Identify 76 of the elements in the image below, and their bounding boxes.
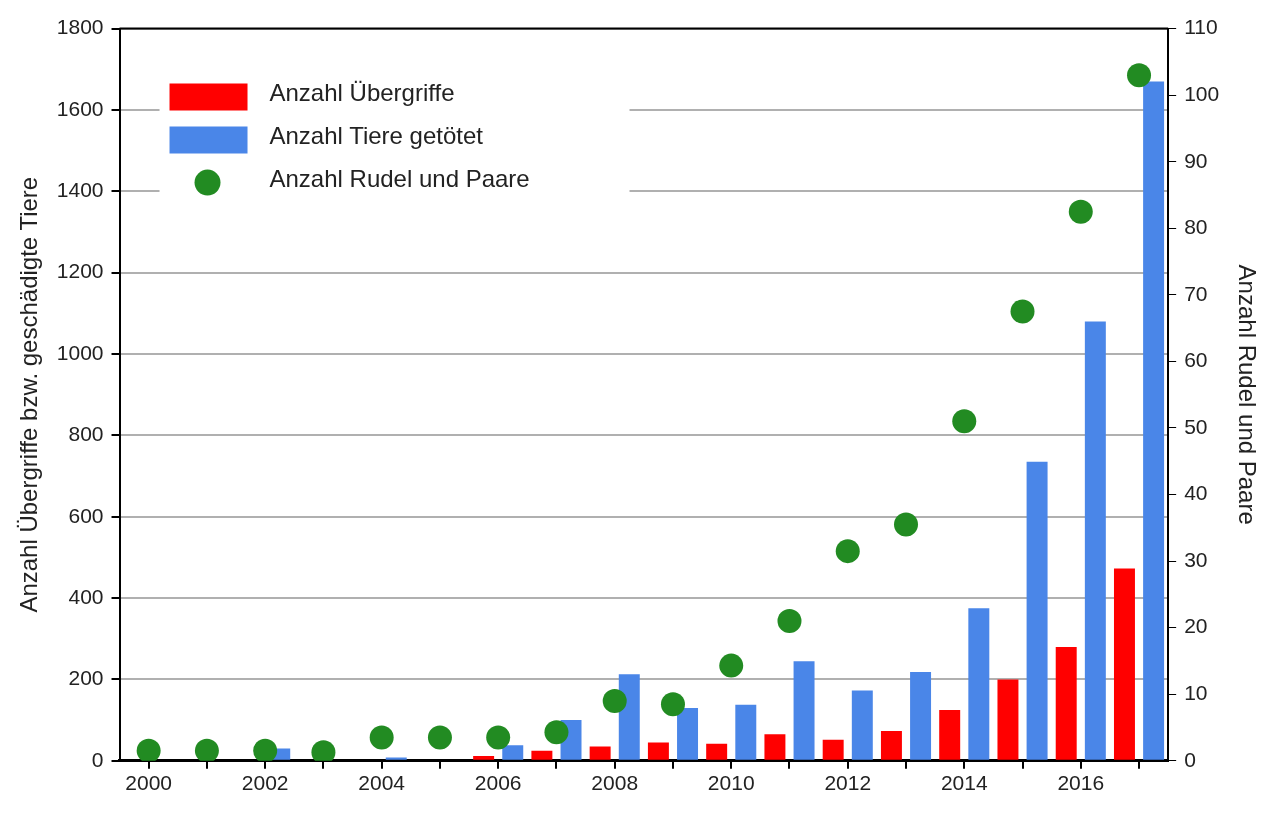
y-tick-label: 400 [68, 584, 104, 608]
point [777, 609, 802, 634]
bar [473, 755, 495, 760]
y2-tick-label: 30 [1184, 547, 1208, 571]
y-tick-label: 1600 [56, 96, 104, 120]
x-tick-label: 2016 [1057, 771, 1105, 795]
y2-tick-label: 50 [1184, 414, 1208, 438]
y-tick-label: 800 [68, 422, 104, 446]
legend-label: Anzahl Tiere getötet [269, 122, 484, 150]
bar [531, 750, 553, 760]
point [952, 409, 977, 434]
y2-tick-label: 60 [1184, 348, 1208, 372]
point [894, 512, 918, 537]
x-tick-label: 2014 [940, 771, 988, 795]
bar [997, 679, 1019, 760]
y2-tick-label: 80 [1184, 215, 1208, 239]
bar [764, 734, 786, 760]
x-tick-label: 2006 [474, 771, 522, 795]
y2-axis-title: Anzahl Rudel und Paare [1233, 264, 1261, 525]
x-tick-label: 2012 [824, 771, 872, 795]
x-tick-label: 2000 [125, 771, 173, 795]
point [835, 539, 860, 564]
x-tick-label: 2010 [707, 771, 755, 795]
bar [589, 746, 611, 760]
bar [880, 731, 902, 760]
bar [677, 707, 699, 760]
point [369, 725, 394, 750]
bar [793, 661, 815, 760]
x-tick-label: 2002 [241, 771, 289, 795]
bar [910, 672, 932, 760]
y2-tick-label: 100 [1184, 81, 1220, 105]
bar [647, 742, 669, 760]
legend-label: Anzahl Rudel und Paare [269, 165, 530, 193]
y2-tick-label: 90 [1184, 148, 1208, 172]
y-tick-label: 200 [68, 666, 104, 690]
point [602, 688, 627, 713]
point [544, 720, 569, 745]
point [660, 692, 685, 717]
y-tick-label: 1400 [56, 178, 104, 202]
y-tick-label: 1200 [56, 259, 104, 283]
point [253, 738, 278, 761]
bar [939, 709, 961, 760]
bar [968, 608, 990, 760]
y-axis-title: Anzahl Übergriffe bzw. geschädigte Tiere [15, 176, 43, 613]
point [486, 725, 511, 750]
point [1010, 299, 1035, 324]
y2-tick-label: 70 [1184, 281, 1208, 305]
y2-tick-label: 110 [1184, 15, 1218, 39]
bar [735, 704, 757, 760]
point [1127, 63, 1152, 88]
bar [1143, 81, 1165, 760]
y2-tick-label: 10 [1184, 681, 1208, 705]
point [136, 738, 161, 761]
y2-tick-label: 20 [1184, 614, 1208, 638]
point [427, 725, 452, 750]
bar [851, 690, 873, 760]
bar [706, 743, 728, 760]
bar [502, 745, 524, 760]
y-tick-label: 0 [91, 747, 104, 771]
bar [1055, 646, 1077, 760]
y-tick-label: 1800 [56, 15, 104, 39]
bar [1113, 568, 1135, 760]
legend-label: Anzahl Übergriffe [269, 79, 455, 107]
point [719, 653, 744, 678]
bar [1026, 461, 1048, 760]
bar [618, 674, 640, 760]
x-tick-label: 2004 [358, 771, 406, 795]
x-tick-label: 2008 [591, 771, 639, 795]
y-tick-label: 1000 [56, 340, 104, 364]
bar [1084, 321, 1106, 760]
y2-tick-label: 0 [1184, 747, 1196, 771]
point [194, 738, 219, 761]
y-tick-label: 600 [68, 503, 104, 527]
y2-tick-label: 40 [1184, 481, 1208, 505]
point [1068, 199, 1093, 224]
bar [822, 739, 844, 760]
